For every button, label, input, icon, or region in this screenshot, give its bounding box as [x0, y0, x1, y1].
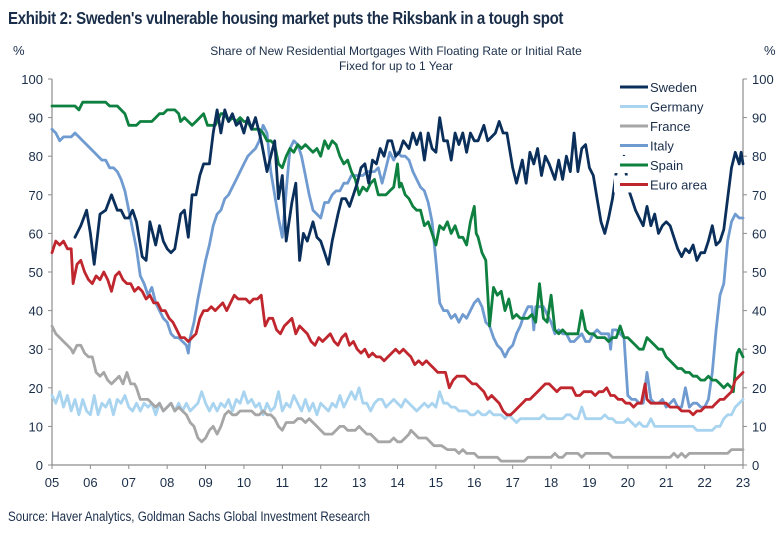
x-tick-label: 06 [83, 475, 97, 490]
legend-bg [614, 136, 699, 154]
chart-subtitle: Fixed for up to 1 Year [339, 59, 453, 73]
series-line-spain [50, 100, 745, 394]
y-tick-label-left: 30 [29, 342, 43, 357]
x-tick-label: 16 [467, 475, 481, 490]
x-tick-label: 05 [45, 475, 59, 490]
legend-label-euro-area: Euro area [650, 178, 708, 193]
legend-bg [614, 156, 699, 173]
x-tick-label: 14 [390, 475, 404, 490]
x-tick-label: 19 [582, 475, 596, 490]
legend-label-italy: Italy [650, 139, 674, 154]
y-tick-label-right: 100 [752, 72, 774, 87]
y-tick-label-right: 20 [752, 381, 766, 396]
y-tick-label-left: 70 [29, 188, 43, 203]
legend-bg [614, 175, 699, 193]
series-line-france [50, 324, 745, 463]
x-tick-label: 11 [276, 475, 290, 490]
x-tick-label: 08 [160, 475, 174, 490]
y-tick-label-left: 0 [36, 458, 43, 473]
y-tick-label-right: 50 [752, 265, 766, 280]
legend-bg [614, 117, 699, 134]
y-tick-label-right: 0 [752, 458, 759, 473]
y-tick-label-left: 50 [29, 265, 43, 280]
y-tick-label-right: 70 [752, 188, 766, 203]
chart-title: Share of New Residential Mortgages With … [210, 44, 582, 58]
axes: 0 0 10 10 20 20 30 30 40 40 50 50 60 60 70 70 80 80 90 90 10… [21, 72, 773, 490]
y-tick-label-right: 60 [752, 226, 766, 241]
legend: Sweden Germany France Italy Spain Euro area [614, 78, 708, 193]
legend-label-france: France [650, 119, 690, 134]
x-tick-label: 20 [621, 475, 635, 490]
x-tick-label: 13 [352, 475, 366, 490]
x-tick-label: 22 [697, 475, 711, 490]
y-tick-label-left: 10 [29, 419, 43, 434]
source-note: Source: Haver Analytics, Goldman Sachs G… [8, 509, 371, 524]
y-tick-label-right: 90 [752, 111, 766, 126]
legend-label-germany: Germany [650, 100, 704, 115]
y-tick-label-right: 80 [752, 149, 766, 164]
legend-label-sweden: Sweden [650, 80, 697, 95]
legend-bg [614, 78, 699, 95]
x-tick-label: 09 [198, 475, 212, 490]
series-layer [50, 100, 745, 463]
y-tick-label-right: 10 [752, 419, 766, 434]
series-line-sweden [73, 108, 745, 266]
y-tick-label-left: 60 [29, 226, 43, 241]
x-tick-label: 17 [505, 475, 519, 490]
exhibit-title: Exhibit 2: Sweden's vulnerable housing m… [8, 8, 564, 28]
x-tick-label: 07 [122, 475, 136, 490]
y-tick-label-right: 40 [752, 304, 766, 319]
x-tick-label: 12 [313, 475, 327, 490]
y-tick-label-left: 20 [29, 381, 43, 396]
legend-label-spain: Spain [650, 158, 683, 173]
y-tick-label-left: 40 [29, 304, 43, 319]
y-tick-label-left: 90 [29, 111, 43, 126]
x-tick-label: 21 [659, 475, 673, 490]
series-line-euro-area [50, 239, 745, 417]
series-line-germany [50, 386, 745, 432]
x-tick-label: 23 [736, 475, 750, 490]
y-tick-label-left: 80 [29, 149, 43, 164]
x-tick-label: 10 [237, 475, 251, 490]
y-axis-unit-right: % [764, 43, 776, 58]
x-tick-label: 15 [429, 475, 443, 490]
y-tick-label-left: 100 [21, 72, 43, 87]
x-tick-label: 18 [544, 475, 558, 490]
y-axis-unit-left: % [13, 43, 25, 58]
y-tick-label-right: 30 [752, 342, 766, 357]
legend-bg [614, 97, 699, 115]
